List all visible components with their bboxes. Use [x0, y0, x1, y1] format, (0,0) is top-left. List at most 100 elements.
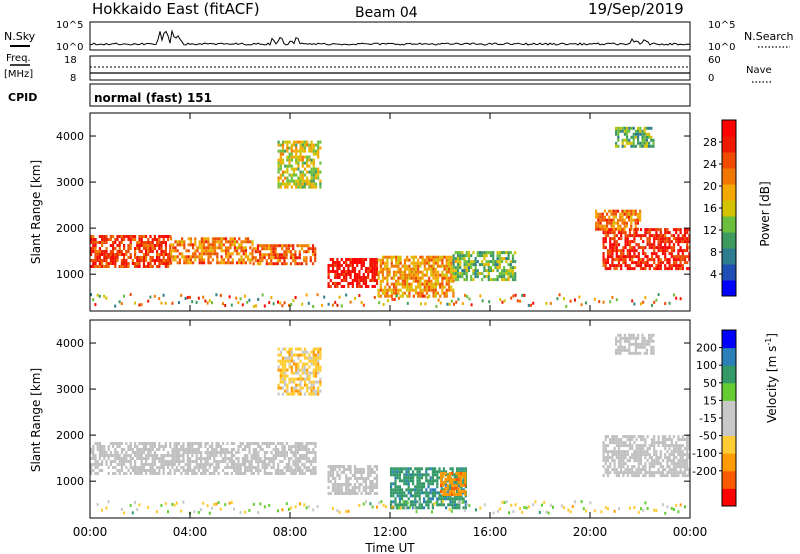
heatmap-cell [134, 454, 137, 457]
heatmap-cell [519, 299, 521, 303]
heatmap-cell [219, 460, 222, 463]
heatmap-cell [435, 304, 438, 308]
heatmap-cell [424, 302, 427, 306]
heatmap-cell [162, 457, 165, 460]
heatmap-cell [675, 503, 678, 507]
heatmap-cell [688, 246, 691, 250]
heatmap-cell [503, 278, 506, 282]
heatmap-cell [683, 438, 687, 442]
heatmap-cell [351, 261, 354, 264]
heatmap-cell [284, 140, 287, 144]
heatmap-cell [483, 263, 486, 267]
heatmap-cell [189, 451, 192, 454]
heatmap-cell [634, 339, 637, 343]
heatmap-cell [668, 453, 671, 457]
heatmap-cell [257, 442, 260, 445]
heatmap-cell [259, 457, 262, 460]
heatmap-cell [457, 472, 460, 475]
heatmap-cell [622, 456, 625, 460]
heatmap-cell [390, 282, 393, 286]
heatmap-cell [379, 264, 382, 268]
heatmap-cell [599, 227, 602, 231]
heatmap-cell [464, 467, 467, 471]
heatmap-cell [666, 261, 669, 265]
heatmap-cell [615, 129, 618, 133]
heatmap-cell [145, 460, 148, 463]
heatmap-cell [127, 445, 130, 448]
heatmap-cell [292, 371, 296, 375]
heatmap-cell [432, 258, 435, 262]
heatmap-cell [672, 468, 676, 472]
heatmap-cell [292, 454, 295, 457]
heatmap-cell [648, 465, 651, 469]
heatmap-cell [308, 170, 311, 174]
heatmap-cell [622, 444, 625, 448]
heatmap-cell [186, 442, 189, 445]
heatmap-cell [292, 259, 295, 263]
heatmap-cell [367, 465, 370, 468]
heatmap-cell [230, 500, 233, 504]
heatmap-cell [107, 262, 110, 265]
heatmap-cell [292, 299, 295, 302]
heatmap-cell [283, 259, 286, 263]
heatmap-cell [677, 462, 680, 466]
heatmap-cell [406, 264, 409, 268]
heatmap-cell [626, 252, 629, 256]
heatmap-cell [156, 241, 159, 244]
heatmap-cell [432, 264, 435, 268]
heatmap-cell [246, 457, 249, 460]
heatmap-cell [244, 469, 247, 472]
heatmap-cell [398, 479, 401, 483]
heatmap-cell [263, 247, 266, 251]
heatmap-cell [386, 261, 389, 265]
heatmap-cell [417, 291, 420, 295]
heatmap-cell [453, 473, 456, 477]
heatmap-cell [653, 300, 656, 304]
heatmap-cell [384, 505, 387, 509]
heatmap-cell [611, 246, 614, 250]
heatmap-cell [94, 466, 97, 469]
heatmap-cell [239, 511, 242, 515]
heatmap-cell [630, 224, 633, 228]
heatmap-cell [666, 231, 669, 235]
heatmap-cell [621, 138, 624, 142]
heatmap-cell [615, 435, 618, 439]
heatmap-cell [164, 235, 167, 238]
heatmap-cell [397, 291, 400, 295]
heatmap-cell [151, 265, 154, 268]
heatmap-cell [136, 457, 139, 460]
heatmap-cell [628, 212, 631, 216]
heatmap-cell [620, 453, 623, 457]
heatmap-cell [334, 486, 337, 489]
heatmap-cell [299, 502, 301, 506]
heatmap-cell [414, 267, 418, 271]
heatmap-cell [279, 185, 282, 189]
heatmap-cell [642, 468, 645, 472]
heatmap-cell [174, 258, 177, 262]
heatmap-cell [615, 351, 618, 355]
heatmap-cell [233, 246, 236, 250]
heatmap-cell [613, 453, 616, 457]
heatmap-cell [226, 457, 229, 460]
heatmap-cell [142, 457, 145, 460]
heatmap-cell [172, 255, 175, 259]
heatmap-cell [464, 508, 466, 512]
heatmap-cell [659, 267, 662, 271]
heatmap-cell [427, 482, 430, 486]
heatmap-cell [632, 351, 635, 355]
heatmap-cell [453, 482, 456, 486]
heatmap-cell [237, 463, 240, 466]
heatmap-cell [281, 508, 284, 512]
heatmap-cell [648, 126, 651, 130]
heatmap-cell [107, 472, 110, 475]
heatmap-cell [449, 497, 452, 501]
heatmap-cell [604, 234, 607, 238]
heatmap-cell [428, 255, 431, 259]
heatmap-cell [639, 132, 642, 136]
heatmap-cell [525, 506, 528, 510]
heatmap-cell [175, 457, 178, 460]
heatmap-cell [475, 508, 477, 512]
heatmap-cell [397, 288, 400, 292]
heatmap-cell [235, 463, 238, 466]
